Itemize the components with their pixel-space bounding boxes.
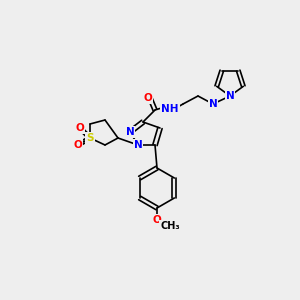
Text: O: O <box>74 140 82 150</box>
Text: O: O <box>144 93 152 103</box>
Text: O: O <box>76 123 84 133</box>
Text: N: N <box>226 91 234 101</box>
Text: O: O <box>153 215 161 225</box>
Text: NH: NH <box>161 104 179 114</box>
Text: S: S <box>86 133 94 143</box>
Text: CH₃: CH₃ <box>160 221 180 231</box>
Text: N: N <box>208 99 217 109</box>
Text: N: N <box>126 127 134 137</box>
Text: N: N <box>134 140 142 150</box>
